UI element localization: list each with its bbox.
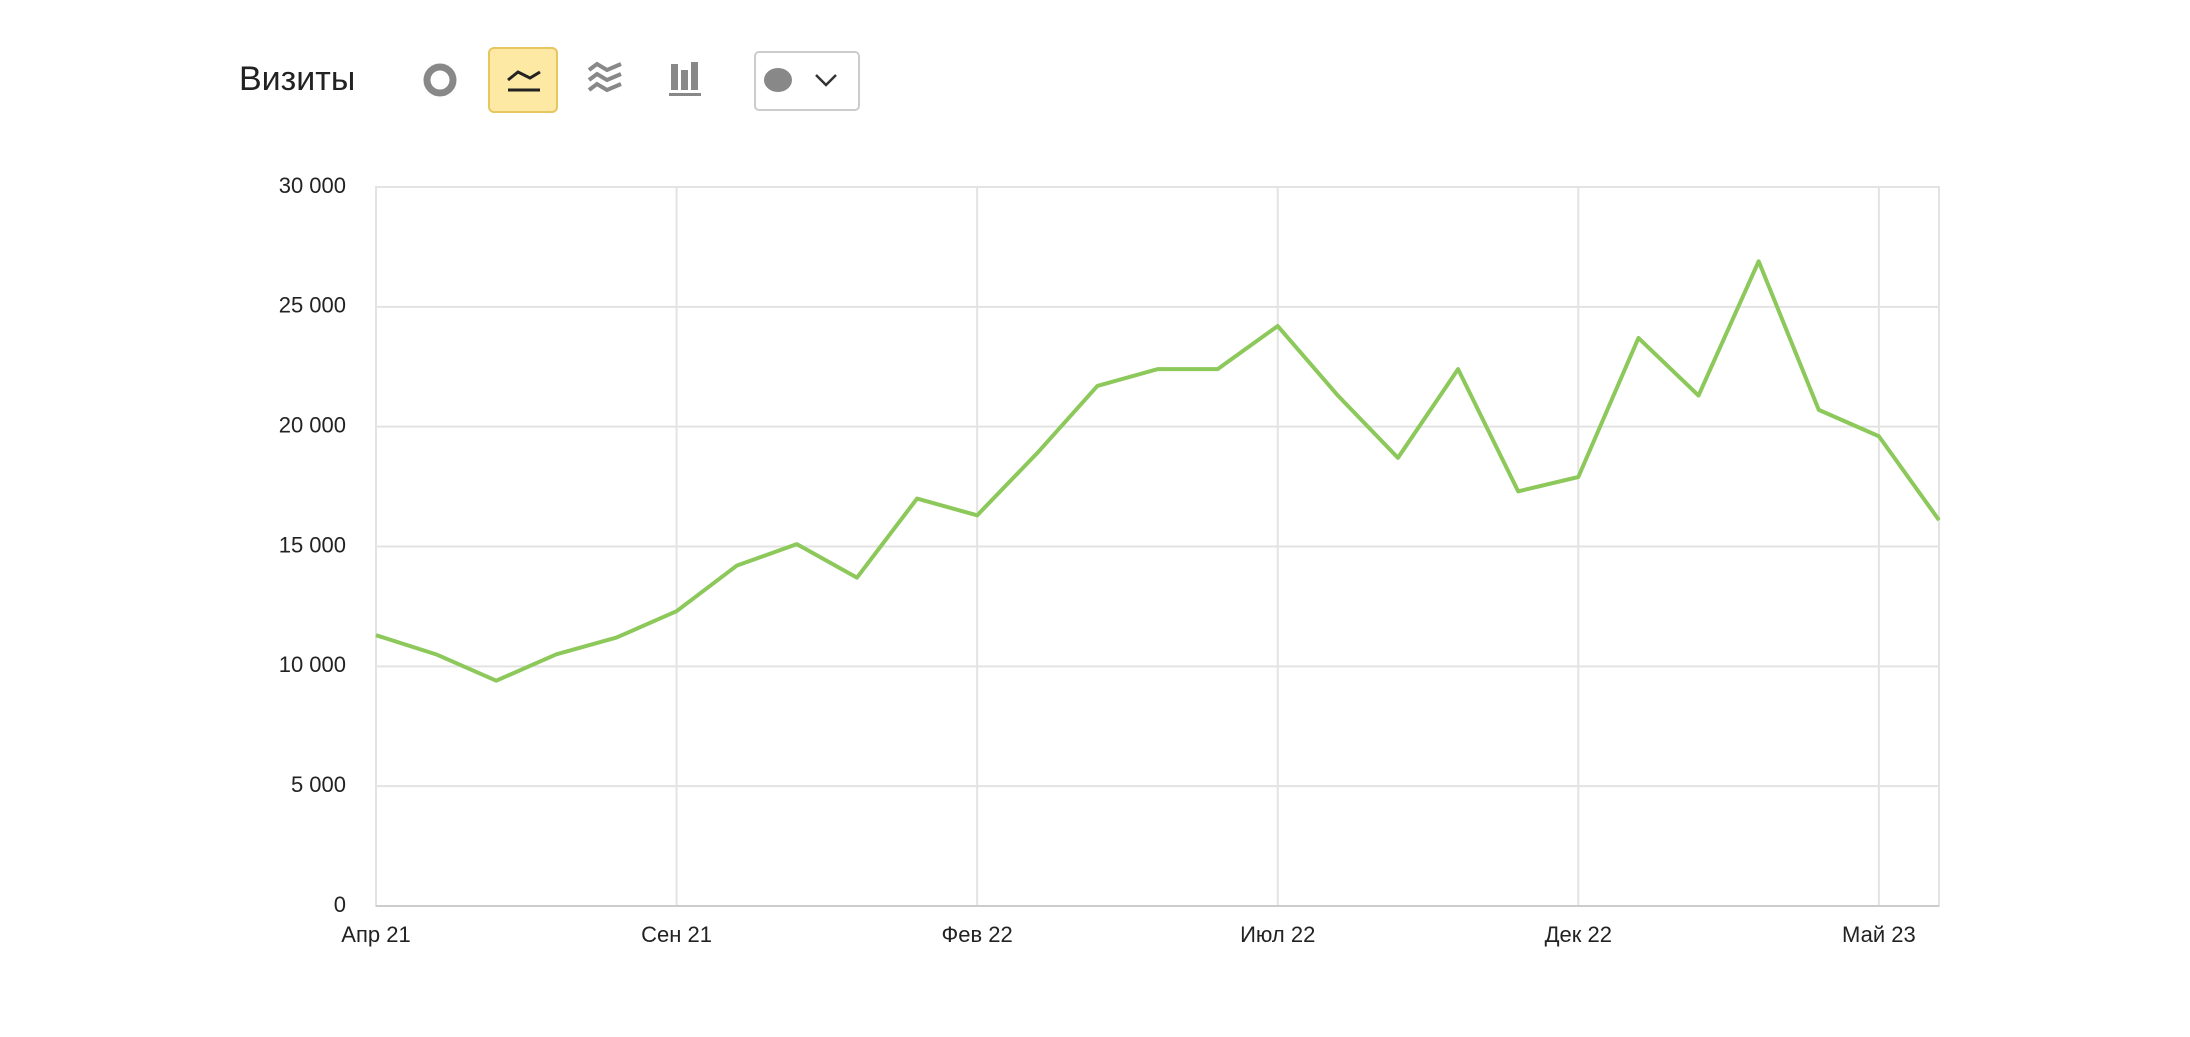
x-tick-label: Сен 21 [641, 922, 712, 947]
x-tick-label: Апр 21 [341, 922, 410, 947]
y-tick-label: 10 000 [279, 652, 346, 677]
chevron-icon [815, 74, 837, 87]
pie-icon [423, 63, 457, 97]
bar-icon [691, 62, 698, 90]
comment-icon [764, 68, 792, 92]
area-icon [587, 61, 622, 93]
y-tick-label: 30 000 [279, 173, 346, 198]
line-series [375, 259, 1941, 683]
y-tick-label: 20 000 [279, 412, 346, 437]
line-button[interactable] [488, 47, 558, 113]
bar-icon [669, 93, 701, 96]
button-bg [488, 47, 558, 113]
y-tick-label: 5 000 [291, 772, 346, 797]
chart-title: Визиты [239, 60, 355, 98]
bar-button[interactable] [669, 62, 701, 96]
line-icon [507, 70, 541, 82]
bar-icon [681, 70, 688, 90]
x-tick-label: Май 23 [1842, 922, 1916, 947]
y-tick-label: 25 000 [279, 293, 346, 318]
area-button[interactable] [587, 61, 622, 93]
y-tick-label: 0 [334, 892, 346, 917]
dropdown-bg [754, 51, 860, 111]
x-tick-label: Фев 22 [942, 922, 1013, 947]
pie-button[interactable] [423, 63, 457, 97]
x-tick-label: Июл 22 [1240, 922, 1315, 947]
y-tick-label: 15 000 [279, 532, 346, 557]
bar-icon [671, 64, 678, 90]
comment-dropdown[interactable] [754, 51, 860, 111]
x-tick-label: Дек 22 [1545, 922, 1612, 947]
